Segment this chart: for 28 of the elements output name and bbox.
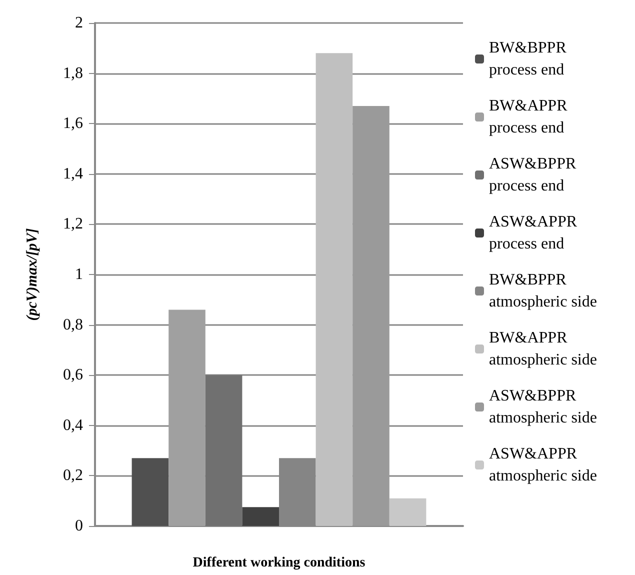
legend-label: ASW&BPPR process end — [489, 156, 576, 194]
y-tick-label: 1,4 — [63, 165, 83, 182]
y-tick-label: 0,8 — [63, 316, 83, 334]
legend-label: ASW&BPPR atmospheric side — [489, 388, 597, 426]
y-tick-label: 1,6 — [63, 115, 83, 132]
legend-label: ASW&APPR process end — [489, 214, 578, 252]
bar — [205, 375, 242, 526]
bar — [316, 53, 353, 526]
y-axis-title: (pcV)max/[pV] — [24, 228, 40, 321]
legend-label: BW&BPPR process end — [489, 40, 567, 78]
y-tick-label: 0,4 — [63, 416, 83, 434]
y-tick-label: 0 — [75, 518, 83, 534]
y-tick-label: 0,2 — [63, 467, 83, 484]
legend-label: BW&APPR atmospheric side — [489, 330, 597, 368]
bar — [168, 310, 206, 526]
y-tick-label: 2 — [75, 14, 83, 32]
y-tick-label: 1 — [75, 266, 83, 283]
bar — [389, 498, 426, 526]
bar — [352, 106, 390, 526]
bar — [242, 507, 279, 526]
legend-label: BW&BPPR atmospheric side — [489, 272, 597, 310]
y-tick-label: 1,8 — [63, 64, 83, 82]
legend-label: ASW&APPR atmospheric side — [489, 446, 597, 484]
legend-label: BW&APPR process end — [489, 98, 568, 136]
y-tick-label: 0,6 — [63, 366, 83, 384]
x-axis-title: Different working conditions — [192, 556, 366, 570]
y-tick-label: 1,2 — [63, 216, 83, 233]
bar — [132, 458, 169, 526]
